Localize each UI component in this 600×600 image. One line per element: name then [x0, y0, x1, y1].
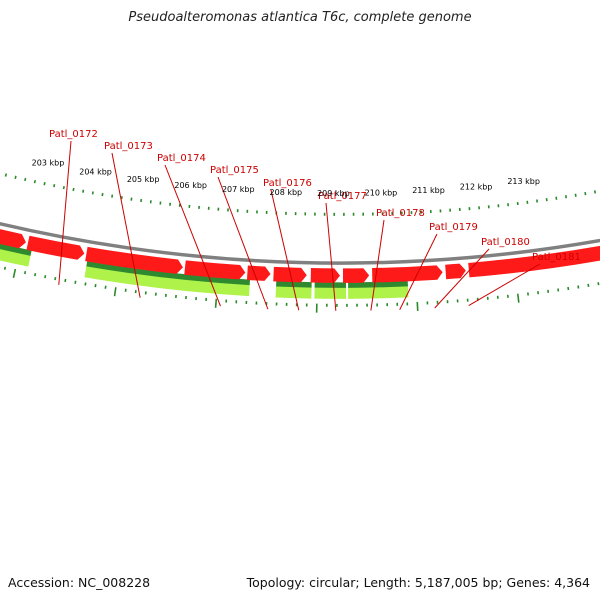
forward-gene-dark	[276, 280, 312, 288]
kbp-scale-label: 211 kbp	[412, 186, 445, 195]
reverse-gene-arrow	[85, 246, 183, 274]
outer-minor-tick	[54, 276, 57, 281]
forward-gene-light	[84, 265, 250, 297]
gene-label: Patl_0175	[210, 165, 259, 176]
reverse-gene-arrow	[468, 245, 600, 278]
gene-label: Patl_0181	[532, 252, 581, 263]
reverse-gene-arrow	[0, 229, 26, 249]
gene-label: Patl_0178	[376, 208, 425, 219]
inner-minor-tick	[53, 184, 56, 188]
outer-minor-tick	[3, 266, 7, 270]
gene-leader-line	[270, 189, 300, 311]
gene-leader-line	[399, 233, 438, 310]
inner-minor-tick	[4, 173, 8, 177]
kbp-scale-label: 207 kbp	[222, 185, 255, 194]
reverse-gene-arrow	[184, 260, 246, 280]
genome-summary: Topology: circular; Length: 5,187,005 bp…	[246, 575, 590, 590]
gene-label-leaders	[58, 140, 541, 311]
forward-gene-dark	[314, 282, 347, 288]
reverse-gene-arrow	[372, 265, 443, 283]
map-title: Pseudoalteromonas atlantica T6c, complet…	[128, 10, 472, 25]
outer-minor-tick	[44, 275, 47, 279]
gene-leader-line	[58, 140, 72, 285]
gene-leader-line	[111, 152, 141, 298]
inner-minor-tick	[584, 191, 587, 196]
kbp-scale-label: 208 kbp	[270, 188, 303, 197]
outer-minor-tick	[74, 280, 77, 284]
outer-major-tick	[113, 287, 117, 297]
reverse-gene-arrow	[26, 235, 85, 260]
gene-label: Patl_0177	[318, 191, 367, 202]
reverse-gene-arrow	[343, 268, 370, 283]
inner-minor-tick	[82, 189, 85, 193]
kbp-scale-labels: 203 kbp 204 kbp 205 kbp 206 kbp 207 kbp 208 k…	[32, 158, 540, 197]
gene-label: Patl_0174	[157, 153, 206, 164]
gene-leader-line	[217, 176, 269, 310]
forward-gene-dark	[0, 243, 32, 256]
gene-leader-line	[370, 219, 385, 311]
gene-label: Patl_0172	[49, 129, 98, 140]
forward-gene-light	[348, 285, 409, 299]
inner-minor-tick	[72, 187, 75, 192]
kbp-scale-label: 204 kbp	[79, 168, 112, 177]
accession-label: Accession: NC_008228	[8, 575, 151, 590]
gene-label: Patl_0176	[263, 178, 312, 189]
forward-gene-light	[275, 285, 312, 299]
gene-label: Patl_0173	[104, 141, 153, 152]
kbp-scale-label: 205 kbp	[127, 175, 160, 184]
reverse-gene-arrow	[246, 265, 271, 281]
gene-leader-line	[434, 248, 490, 309]
outer-major-tick	[214, 298, 218, 308]
inner-minor-tick	[33, 180, 36, 184]
kbp-scale-label: 213 kbp	[507, 177, 540, 186]
gene-leader-line	[468, 263, 541, 307]
forward-strand-genes	[0, 243, 409, 299]
outer-major-tick	[12, 268, 17, 278]
inner-tick-ring	[4, 173, 597, 216]
inner-minor-tick	[14, 175, 17, 179]
kbp-scale-label: 212 kbp	[460, 182, 493, 191]
kbp-scale-label: 206 kbp	[174, 181, 207, 190]
reverse-gene-arrow	[273, 266, 307, 283]
reverse-gene-arrow	[445, 263, 466, 280]
outer-minor-tick	[64, 278, 67, 283]
inner-minor-tick	[62, 185, 65, 190]
kbp-scale-label: 209 kbp	[317, 189, 350, 198]
kbp-scale-label: 203 kbp	[32, 158, 65, 167]
inner-minor-tick	[91, 191, 94, 195]
inner-minor-tick	[43, 182, 46, 186]
gene-label: Patl_0180	[481, 237, 530, 248]
outer-minor-tick	[24, 270, 27, 275]
outer-minor-tick	[597, 282, 600, 286]
inner-minor-tick	[24, 177, 27, 182]
gene-leader-line	[164, 164, 221, 307]
inner-minor-tick	[593, 190, 597, 194]
forward-gene-light	[0, 248, 31, 267]
forward-gene-dark	[86, 260, 251, 286]
gene-label: Patl_0179	[429, 222, 478, 233]
outer-tick-ring	[3, 266, 600, 313]
gene-labels: Patl_0172 Patl_0173 Patl_0174 Patl_0175 Patl…	[49, 129, 581, 263]
forward-gene-light	[314, 286, 347, 299]
gene-leader-line	[325, 202, 337, 311]
outer-major-tick	[516, 293, 520, 303]
kbp-scale-label: 210 kbp	[365, 188, 398, 197]
reverse-gene-arrow	[310, 268, 340, 283]
outer-minor-tick	[34, 273, 37, 277]
